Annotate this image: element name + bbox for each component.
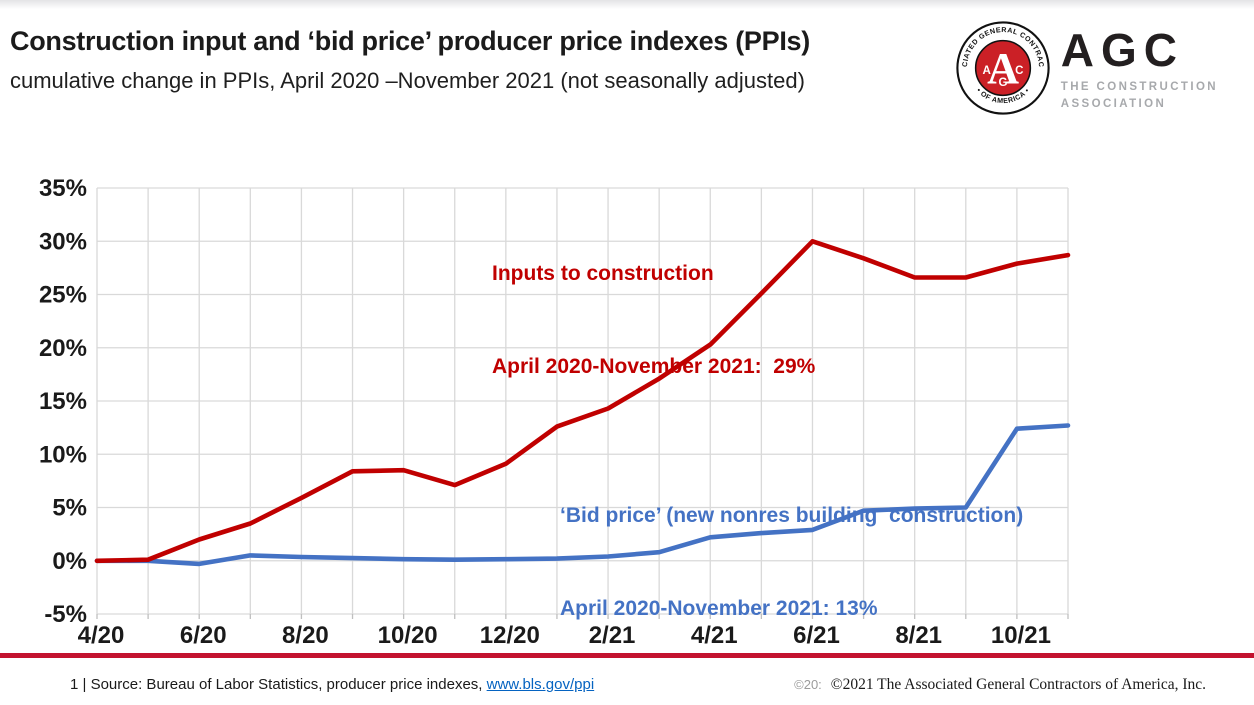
seal-letter-g: G [998, 77, 1007, 89]
agc-seal-icon: ASSOCIATED GENERAL CONTRACTORS • OF AMER… [956, 21, 1050, 115]
annotation-bid-line1: ‘Bid price’ (new nonres building constru… [560, 504, 1024, 527]
seal-big-a: A [987, 44, 1019, 93]
agc-wordmark: AGC THE CONSTRUCTION ASSOCIATION [1061, 23, 1218, 112]
source-text: 1 | Source: Bureau of Labor Statistics, … [70, 676, 487, 693]
copyright-text: ©2021 The Associated General Contractors… [830, 676, 1206, 693]
series-line-bid-price [94, 423, 1071, 567]
copyright-ghost: ©20: [794, 677, 822, 692]
x-axis-label: 6/21 [793, 622, 840, 649]
y-axis-label: 20% [39, 335, 87, 362]
x-axis-label: 4/20 [78, 622, 125, 649]
annotation-bid-price: ‘Bid price’ (new nonres building constru… [560, 438, 1023, 686]
source-note: 1 | Source: Bureau of Labor Statistics, … [70, 676, 594, 693]
x-axis-label: 10/21 [991, 622, 1051, 649]
x-axis-label: 2/21 [589, 622, 636, 649]
seal-letter-a: A [982, 65, 991, 77]
annotation-inputs-line2: April 2020-November 2021: 29% [492, 355, 816, 378]
series-line-inputs [94, 239, 1071, 564]
y-axis-label: 30% [39, 228, 87, 255]
page-title: Construction input and ‘bid price’ produ… [10, 26, 810, 56]
annotation-inputs-line1: Inputs to construction [492, 262, 714, 285]
y-axis-label: 15% [39, 388, 87, 415]
x-axis-label: 8/21 [895, 622, 942, 649]
footer-divider [0, 653, 1254, 658]
chart-svg: 35% 30% 25% 20% 15% 10% 5% 0% -5%4/20 6/20 8/20 10/… [39, 175, 1071, 649]
y-axis-label: 5% [52, 495, 87, 522]
x-axis-label: 8/20 [282, 622, 329, 649]
x-axis-label: 10/20 [378, 622, 438, 649]
annotation-inputs: Inputs to construction April 2020-Novemb… [492, 196, 815, 444]
page-subtitle: cumulative change in PPIs, April 2020 –N… [10, 68, 805, 93]
x-axis-label: 12/20 [480, 622, 540, 649]
annotation-bid-line2: April 2020-November 2021: 13% [560, 597, 878, 620]
y-axis-label: 0% [52, 548, 87, 575]
footer: 1 | Source: Bureau of Labor Statistics, … [70, 676, 1206, 694]
y-axis-label: -5% [44, 601, 87, 628]
agc-tagline: THE CONSTRUCTION ASSOCIATION [1061, 79, 1218, 112]
seal-letter-c: C [1015, 65, 1023, 77]
agc-logo: ASSOCIATED GENERAL CONTRACTORS • OF AMER… [955, 20, 1218, 116]
seal-inner-disc [974, 39, 1031, 97]
y-axis-label: 35% [39, 175, 87, 202]
agc-tagline-line1: THE CONSTRUCTION [1060, 81, 1218, 94]
x-axis-label: 4/21 [691, 622, 738, 649]
x-axis-label: 6/20 [180, 622, 227, 649]
y-axis-label: 25% [39, 282, 87, 309]
y-axis-label: 10% [39, 441, 87, 468]
header: Construction input and ‘bid price’ produ… [10, 26, 910, 94]
agc-brand-text: AGC [1060, 24, 1184, 77]
source-link[interactable]: www.bls.gov/ppi [486, 676, 595, 693]
copyright-block: ©20: ©2021 The Associated General Contra… [794, 676, 1206, 694]
agc-tagline-line2: ASSOCIATION [1060, 98, 1167, 110]
top-gradient-strip [0, 0, 1254, 9]
